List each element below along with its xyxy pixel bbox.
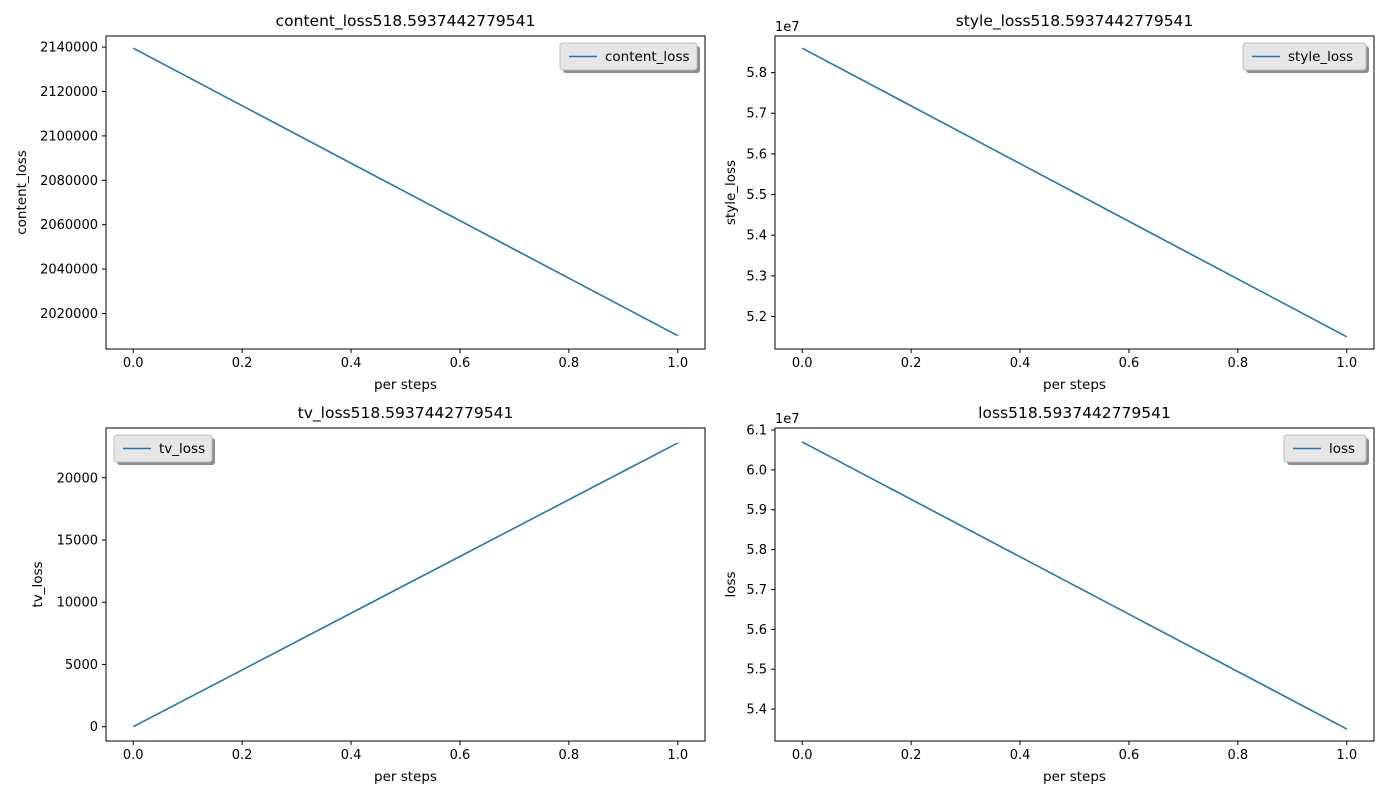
chart-panel-2: 0.0 0.2 0.4 0.6 0.8 1.0 5.2 5.3 5.4 5.5 5.6 5.7 5.8 1…	[723, 12, 1375, 393]
x-tick-label: 1.0	[1336, 356, 1357, 371]
y-axis-label: content_loss	[14, 150, 30, 235]
y-tick-label: 0	[90, 720, 98, 735]
x-axis-label: per steps	[374, 769, 437, 785]
series-line-tv_loss	[132, 442, 679, 728]
legend-label: style_loss	[1288, 49, 1353, 65]
x-axis-label: per steps	[1043, 377, 1106, 393]
plot-frame	[774, 427, 1375, 742]
legend: content_loss	[559, 42, 700, 73]
x-tick-label: 0.4	[341, 356, 362, 371]
x-tick-label: 0.8	[1228, 356, 1249, 371]
legend-box	[1283, 434, 1367, 463]
y-tick-label: 2060000	[40, 218, 98, 233]
y-axis-label: style_loss	[723, 160, 739, 225]
legend-label: loss	[1329, 441, 1355, 457]
axis-offset-text: 1e7	[775, 412, 800, 427]
x-axis-label: per steps	[374, 377, 437, 393]
legend: tv_loss	[113, 434, 215, 465]
x-tick-label: 0.0	[792, 748, 813, 763]
chart-panel-4: 0.0 0.2 0.4 0.6 0.8 1.0 5.4 5.5 5.6 5.7 5.8 5.9 6.0 6…	[723, 404, 1375, 785]
x-tick-label: 0.0	[123, 748, 144, 763]
y-tick-label: 5.5	[746, 663, 767, 678]
x-tick-label: 0.4	[1010, 356, 1031, 371]
legend-box	[1242, 42, 1367, 71]
y-tick-label: 5.6	[746, 147, 767, 162]
x-tick-label: 0.0	[123, 356, 144, 371]
y-tick-label: 5.8	[746, 66, 767, 81]
x-tick-label: 0.8	[1228, 748, 1249, 763]
chart-title: content_loss518.5937442779541	[276, 12, 536, 31]
y-tick-label: 2040000	[40, 263, 98, 278]
y-tick-label: 6.1	[746, 423, 767, 438]
legend-label: tv_loss	[159, 441, 205, 457]
y-tick-label: 5.3	[746, 269, 767, 284]
plot-frame	[105, 35, 706, 350]
y-tick-label: 2100000	[40, 129, 98, 144]
y-tick-label: 5.4	[746, 229, 767, 244]
chart-panel-3: 0.0 0.2 0.4 0.6 0.8 1.0 0 5000 10000 15000 20000 tv…	[30, 404, 706, 785]
y-axis-label: loss	[723, 571, 739, 597]
chart-title: style_loss518.5937442779541	[956, 12, 1194, 31]
y-tick-label: 5000	[65, 658, 98, 673]
chart-panel-1: 0.0 0.2 0.4 0.6 0.8 1.0 2020000 2040000 2060000 2…	[14, 12, 706, 393]
x-tick-label: 1.0	[1336, 748, 1357, 763]
x-tick-label: 0.6	[450, 356, 471, 371]
x-tick-label: 1.0	[667, 356, 688, 371]
y-tick-label: 2080000	[40, 174, 98, 189]
x-tick-label: 1.0	[667, 748, 688, 763]
x-tick-label: 0.4	[341, 748, 362, 763]
y-tick-label: 5.4	[746, 703, 767, 718]
x-axis-label: per steps	[1043, 769, 1106, 785]
y-tick-label: 5.2	[746, 310, 767, 325]
series-line-content_loss	[132, 47, 679, 337]
legend-box	[113, 434, 213, 463]
y-tick-label: 5.7	[746, 583, 767, 598]
chart-title: loss518.5937442779541	[978, 404, 1171, 422]
axis-offset-text: 1e7	[775, 20, 800, 35]
y-tick-label: 15000	[57, 534, 98, 549]
y-tick-label: 10000	[57, 596, 98, 611]
chart-title: tv_loss518.5937442779541	[298, 404, 514, 423]
y-tick-label: 2120000	[40, 85, 98, 100]
x-tick-label: 0.8	[559, 748, 580, 763]
y-tick-label: 5.5	[746, 188, 767, 203]
legend: loss	[1283, 434, 1369, 465]
legend-box	[559, 42, 698, 71]
y-tick-label: 20000	[57, 471, 98, 486]
y-tick-label: 2140000	[40, 41, 98, 56]
x-tick-label: 0.2	[901, 356, 922, 371]
x-tick-label: 0.2	[232, 748, 253, 763]
y-tick-label: 6.0	[746, 463, 767, 478]
legend: style_loss	[1242, 42, 1369, 73]
y-tick-label: 5.8	[746, 543, 767, 558]
plot-frame	[774, 35, 1375, 350]
x-tick-label: 0.8	[559, 356, 580, 371]
y-tick-label: 5.6	[746, 623, 767, 638]
x-tick-label: 0.2	[232, 356, 253, 371]
y-tick-label: 2020000	[40, 307, 98, 322]
x-tick-label: 0.2	[901, 748, 922, 763]
x-tick-label: 0.6	[450, 748, 471, 763]
y-tick-label: 5.7	[746, 107, 767, 122]
x-tick-label: 0.4	[1010, 748, 1031, 763]
x-tick-label: 0.6	[1119, 356, 1140, 371]
x-tick-label: 0.6	[1119, 748, 1140, 763]
y-tick-label: 5.9	[746, 503, 767, 518]
y-axis-label: tv_loss	[30, 561, 46, 607]
plot-frame	[105, 427, 706, 742]
x-tick-label: 0.0	[792, 356, 813, 371]
series-line-loss	[801, 441, 1348, 730]
series-line-style_loss	[801, 47, 1348, 338]
legend-label: content_loss	[605, 49, 690, 65]
